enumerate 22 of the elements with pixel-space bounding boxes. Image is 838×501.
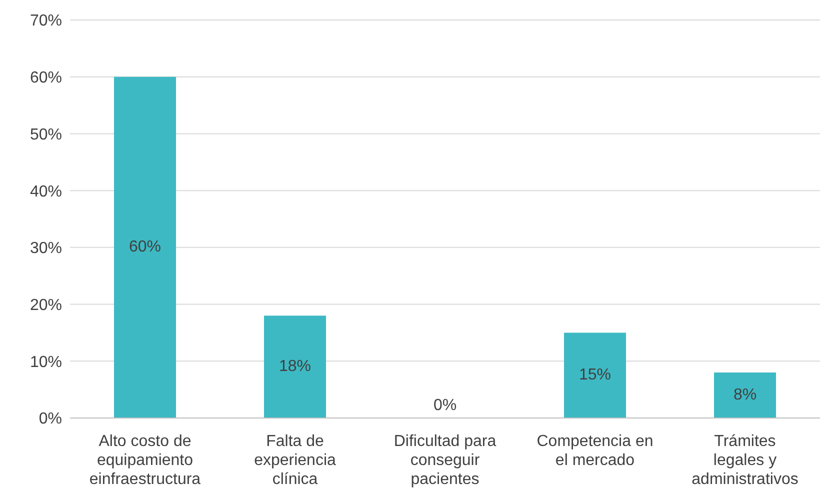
x-tick-label: Falta de experiencia clínica xyxy=(254,433,336,488)
data-label: 18% xyxy=(278,358,312,376)
bar xyxy=(114,76,176,418)
data-label: 60% xyxy=(128,238,162,256)
y-tick-label: 70% xyxy=(30,12,62,30)
y-tick-label: 50% xyxy=(30,126,62,144)
x-tick-label: Alto costo de equipamiento einfraestructura xyxy=(89,433,201,488)
data-label: 8% xyxy=(733,386,757,404)
data-label: 15% xyxy=(578,366,612,384)
x-tick-label: Competencia en el mercado xyxy=(536,433,654,469)
bar xyxy=(564,332,626,418)
data-label: 0% xyxy=(433,397,457,414)
y-tick-label: 60% xyxy=(30,70,62,87)
y-tick-label: 10% xyxy=(30,354,62,371)
y-tick-label: 0% xyxy=(38,410,62,428)
x-tick-label: Dificultad para conseguir pacientes xyxy=(394,433,496,488)
x-tick-label: Trámites legales y administrativos xyxy=(692,433,798,488)
bar xyxy=(714,372,776,418)
y-tick-label: 20% xyxy=(30,296,62,314)
y-tick-label: 30% xyxy=(30,240,62,258)
y-tick-label: 40% xyxy=(30,183,62,200)
bar xyxy=(264,316,326,418)
